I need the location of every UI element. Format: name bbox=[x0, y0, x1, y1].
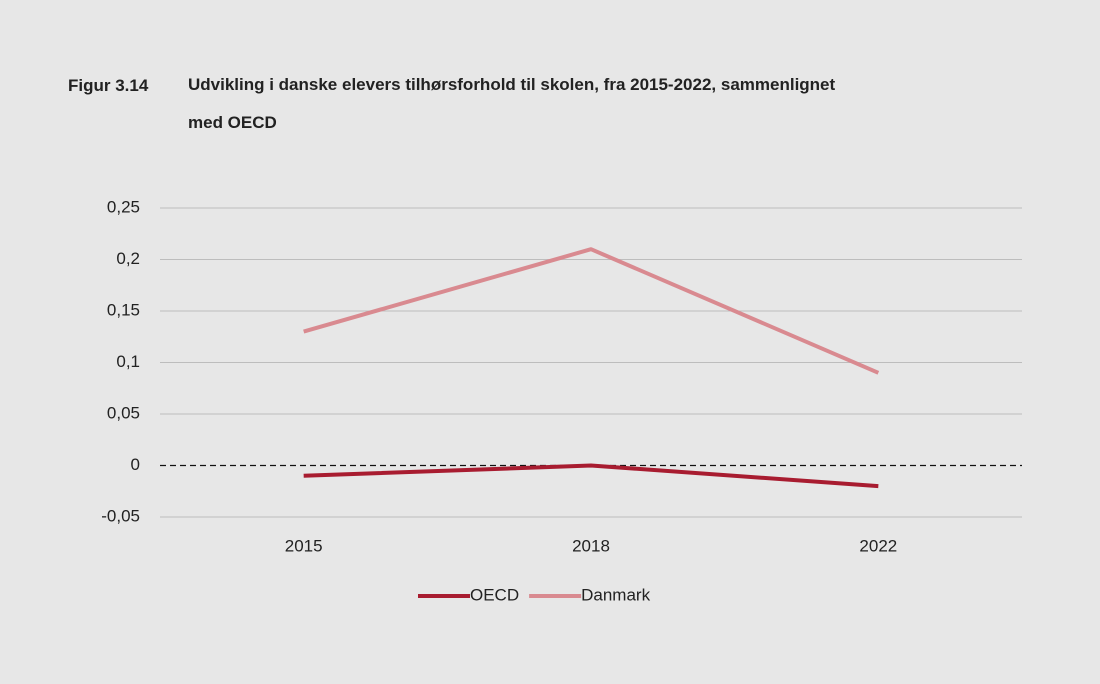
y-tick-label: 0,25 bbox=[107, 197, 140, 216]
y-tick-label: 0,1 bbox=[116, 352, 140, 371]
line bbox=[303, 463, 879, 489]
line bbox=[303, 247, 880, 375]
legend-label: OECD bbox=[470, 585, 519, 604]
chart-title: Udvikling i danske elevers tilhørsforhol… bbox=[188, 75, 836, 132]
y-tick-label: -0,05 bbox=[101, 506, 140, 525]
y-tick-label: 0 bbox=[131, 455, 140, 474]
figure-label: Figur 3.14 bbox=[68, 76, 149, 95]
y-tick-label: 0,15 bbox=[107, 300, 140, 319]
y-tick-label: 0,2 bbox=[116, 249, 140, 268]
legend-label: Danmark bbox=[581, 585, 650, 604]
y-tick-label: 0,05 bbox=[107, 403, 140, 422]
x-tick-label: 2015 bbox=[285, 536, 323, 555]
x-tick-label: 2022 bbox=[859, 536, 897, 555]
x-tick-label: 2018 bbox=[572, 536, 610, 555]
